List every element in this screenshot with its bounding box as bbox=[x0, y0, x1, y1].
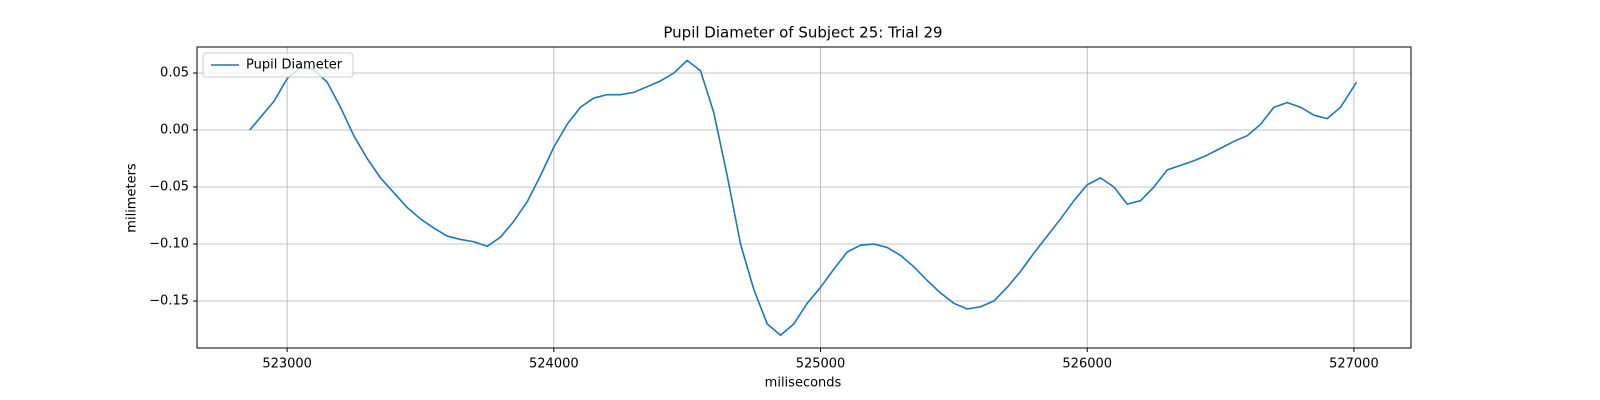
legend-box bbox=[202, 52, 354, 78]
chart-title: Pupil Diameter of Subject 25: Trial 29 bbox=[663, 24, 942, 42]
x-tick-label: 526000 bbox=[1062, 357, 1112, 372]
x-tick-label: 527000 bbox=[1329, 357, 1379, 372]
y-tick-label: −0.05 bbox=[149, 180, 189, 195]
x-tick-label: 523000 bbox=[262, 357, 312, 372]
y-tick-label: 0.00 bbox=[160, 123, 189, 138]
plot-frame bbox=[196, 46, 1412, 349]
data-line bbox=[249, 59, 1358, 337]
y-tick-label: −0.10 bbox=[149, 237, 189, 252]
x-tick-label: 525000 bbox=[796, 357, 846, 372]
y-tick-label: −0.15 bbox=[149, 294, 189, 309]
x-tick-label: 524000 bbox=[529, 357, 579, 372]
legend-label: Pupil Diameter bbox=[246, 58, 343, 73]
x-axis-label: miliseconds bbox=[765, 376, 842, 391]
y-axis-label: milimeters bbox=[125, 163, 140, 233]
y-tick-label: 0.05 bbox=[160, 65, 189, 80]
